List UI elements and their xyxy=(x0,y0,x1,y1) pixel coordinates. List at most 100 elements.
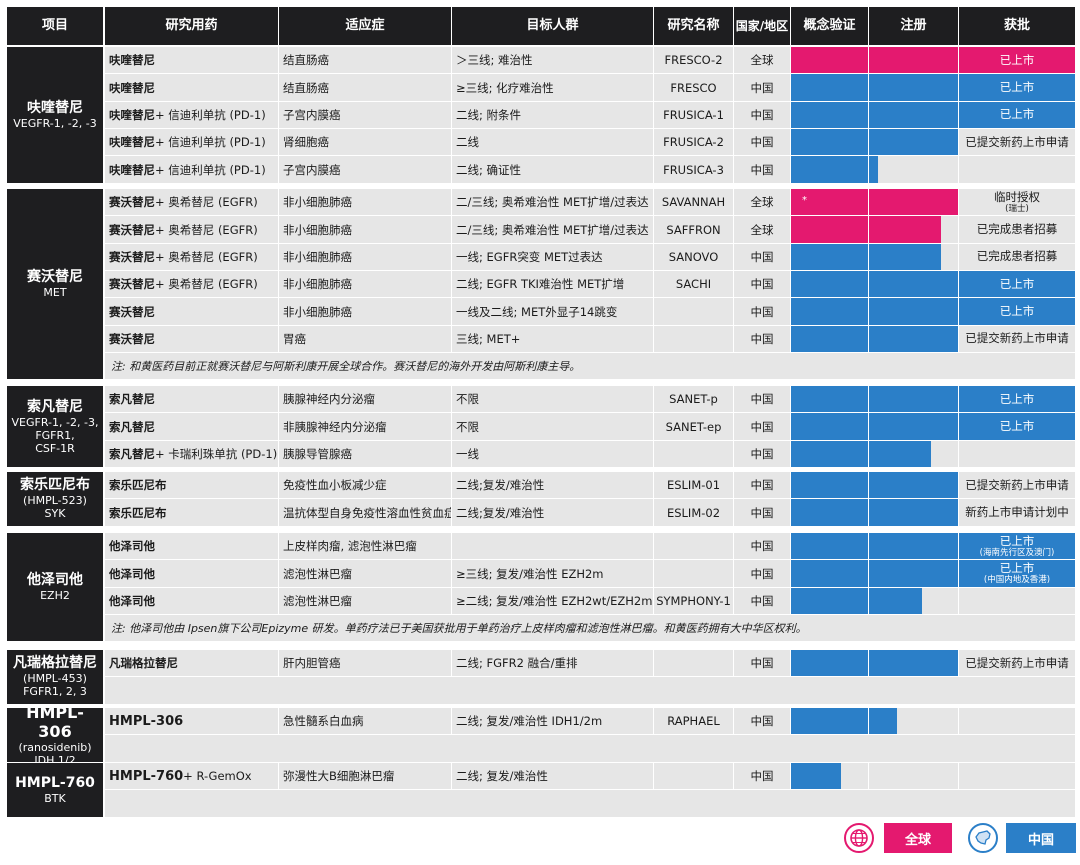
phase-approved-cell xyxy=(959,129,1075,156)
progress-bar-segment xyxy=(869,189,958,216)
region-cell: 中国 xyxy=(734,440,790,468)
status-text: 已上市 xyxy=(999,107,1035,122)
status-label: 已上市 xyxy=(959,413,1075,439)
region-cell: 中国 xyxy=(734,156,790,183)
drug-name: 索乐匹尼布 xyxy=(109,505,167,520)
status-text: 已完成患者招募 xyxy=(976,222,1058,237)
study-cell: FRUSICA-1 xyxy=(654,101,733,129)
group-cell: 赛沃替尼 MET xyxy=(7,189,103,380)
progress-bar-segment xyxy=(791,413,868,440)
study-cell: FRESCO xyxy=(654,74,733,101)
progress-bar-segment xyxy=(791,298,868,325)
footnote: 注: 和黄医药目前正就赛沃替尼与阿斯利康开展全球合作。赛沃替尼的海外开发由阿斯利… xyxy=(105,353,1075,380)
region-cell: 中国 xyxy=(734,74,790,101)
region-cell: 全球 xyxy=(734,189,790,216)
drug-name: + 奥希替尼 (EGFR) xyxy=(155,195,258,210)
progress-bar-segment xyxy=(959,533,1075,560)
progress-bar-segment xyxy=(869,440,932,468)
status-subtext: (中国内地及香港) xyxy=(983,575,1051,586)
drug-name: 赛沃替尼 xyxy=(109,331,155,346)
progress-bar-segment xyxy=(869,216,942,243)
status-label: 已提交新药上市申请 xyxy=(959,650,1075,676)
status-label: 临时授权 (瑞士) xyxy=(959,189,1075,215)
indication-cell: 非胰腺神经内分泌瘤 xyxy=(279,413,451,440)
spacer-row xyxy=(105,677,1075,704)
col-region-header: 国家/地区 xyxy=(734,7,790,45)
status-label: 新药上市申请计划中 xyxy=(959,499,1075,525)
status-label: 已上市 xyxy=(959,271,1075,297)
status-label: 已提交新药上市申请 xyxy=(959,129,1075,155)
drug-name: 他泽司他 xyxy=(109,566,155,581)
group-target: SYK xyxy=(44,507,66,521)
target-cell: 二线; 复发/难治性 xyxy=(452,763,653,790)
target-cell: 一线; EGFR突变 MET过表达 xyxy=(452,243,653,271)
group-cell: 凡瑞格拉替尼 (HMPL-453) FGFR1, 2, 3 xyxy=(7,650,103,704)
progress-bar-segment xyxy=(791,101,868,129)
drug-cell: 呋喹替尼 + 信迪利单抗 (PD-1) xyxy=(105,129,278,156)
progress-bar-segment xyxy=(869,587,923,615)
drug-name: 呋喹替尼 xyxy=(109,80,155,95)
progress-bar-segment xyxy=(869,650,958,677)
col-registration-header: 注册 xyxy=(869,7,958,45)
study-cell xyxy=(654,560,733,587)
phase-approved-cell xyxy=(959,763,1075,790)
legend: 全球 中国 xyxy=(836,818,1076,858)
progress-bar-segment xyxy=(959,560,1075,587)
target-cell: 一线及二线; MET外显子14跳变 xyxy=(452,298,653,325)
indication-cell: 非小细胞肺癌 xyxy=(279,298,451,325)
progress-bar-segment xyxy=(791,650,868,677)
progress-bar-segment xyxy=(791,587,868,615)
group-name: 他泽司他 xyxy=(27,572,83,589)
drug-name: HMPL-760 xyxy=(109,768,184,784)
spacer-row xyxy=(105,790,1075,817)
drug-name: 赛沃替尼 xyxy=(109,304,155,319)
study-cell xyxy=(654,440,733,468)
region-cell: 全球 xyxy=(734,216,790,243)
progress-bar-segment xyxy=(791,440,868,468)
status-label: 已上市 xyxy=(959,102,1075,128)
target-cell: ≥三线; 化疗难治性 xyxy=(452,74,653,101)
progress-bar-segment xyxy=(791,156,868,183)
drug-name: 索凡替尼 xyxy=(109,392,155,407)
indication-cell: 肾细胞癌 xyxy=(279,129,451,156)
phase-approved-cell xyxy=(959,650,1075,677)
progress-bar-segment xyxy=(869,533,958,560)
region-cell: 中国 xyxy=(734,325,790,353)
drug-cell: 索凡替尼 xyxy=(105,386,278,413)
target-cell: 二线; FGFR2 融合/重排 xyxy=(452,650,653,677)
globe-icon xyxy=(844,823,874,853)
status-label: 已完成患者招募 xyxy=(959,216,1075,242)
status-label: 已上市 (海南先行区及澳门) xyxy=(959,533,1075,559)
progress-bar-segment xyxy=(791,216,868,243)
drug-name: 凡瑞格拉替尼 xyxy=(109,656,178,671)
drug-cell: 赛沃替尼 xyxy=(105,325,278,353)
indication-cell: 温抗体型自身免疫性溶血性贫血症 xyxy=(279,499,451,526)
status-subtext: (瑞士) xyxy=(1005,203,1029,214)
region-cell: 中国 xyxy=(734,243,790,271)
spacer-row xyxy=(105,735,1075,762)
study-cell xyxy=(654,763,733,790)
indication-cell: 子宫内膜癌 xyxy=(279,101,451,129)
indication-cell: 肝内胆管癌 xyxy=(279,650,451,677)
region-cell: 中国 xyxy=(734,129,790,156)
drug-cell: 呋喹替尼 + 信迪利单抗 (PD-1) xyxy=(105,156,278,183)
drug-cell: 赛沃替尼 + 奥希替尼 (EGFR) xyxy=(105,271,278,298)
target-cell: ≥三线; 复发/难治性 EZH2m xyxy=(452,560,653,587)
target-cell: 二线 xyxy=(452,129,653,156)
indication-cell: 结直肠癌 xyxy=(279,74,451,101)
indication-cell: 滤泡性淋巴瘤 xyxy=(279,587,451,615)
indication-cell: 胃癌 xyxy=(279,325,451,353)
group-cell: 索乐匹尼布 (HMPL-523) SYK xyxy=(7,472,103,526)
status-text: 已上市 xyxy=(999,80,1035,95)
progress-bar-segment xyxy=(959,413,1075,440)
group-cell: 他泽司他 EZH2 xyxy=(7,533,103,642)
study-cell: SANOVO xyxy=(654,243,733,271)
drug-name: 赛沃替尼 xyxy=(109,195,155,210)
group-name: 赛沃替尼 xyxy=(27,269,83,286)
target-cell: 不限 xyxy=(452,386,653,413)
progress-bar-segment xyxy=(869,129,958,156)
drug-cell: 呋喹替尼 + 信迪利单抗 (PD-1) xyxy=(105,101,278,129)
region-cell: 中国 xyxy=(734,413,790,440)
legend-global: 全球 xyxy=(884,823,952,853)
drug-name: 索凡替尼 xyxy=(109,419,155,434)
